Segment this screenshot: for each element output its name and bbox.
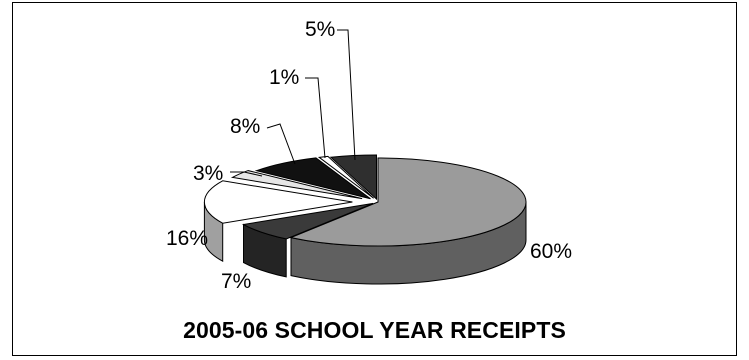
slice-1 (317, 155, 375, 199)
leader-line-3 (230, 171, 263, 177)
slice-60 (289, 157, 527, 247)
pie-labels: 60% 7% 16% 3% 8% 1% 5% (166, 18, 572, 293)
pie-tops (203, 154, 527, 247)
pie-leader-lines (230, 29, 356, 177)
slice-label-1: 1% (269, 66, 299, 89)
slice-label-5: 5% (305, 18, 335, 41)
slice-3 (230, 170, 363, 200)
slice-label-7: 7% (221, 270, 251, 293)
slice-7 (241, 202, 374, 240)
slice-8 (254, 157, 371, 200)
leader-line-5 (337, 29, 356, 161)
slice-16 (203, 180, 353, 224)
slice-label-8: 8% (230, 115, 260, 138)
leader-line-1 (305, 77, 326, 159)
slice-label-60: 60% (530, 240, 572, 263)
slice-label-3: 3% (193, 162, 223, 185)
leader-line-8 (266, 123, 296, 165)
chart-title: 2005-06 SCHOOL YEAR RECEIPTS (183, 317, 566, 343)
slice-label-16: 16% (166, 227, 208, 250)
slice-5 (329, 154, 377, 201)
